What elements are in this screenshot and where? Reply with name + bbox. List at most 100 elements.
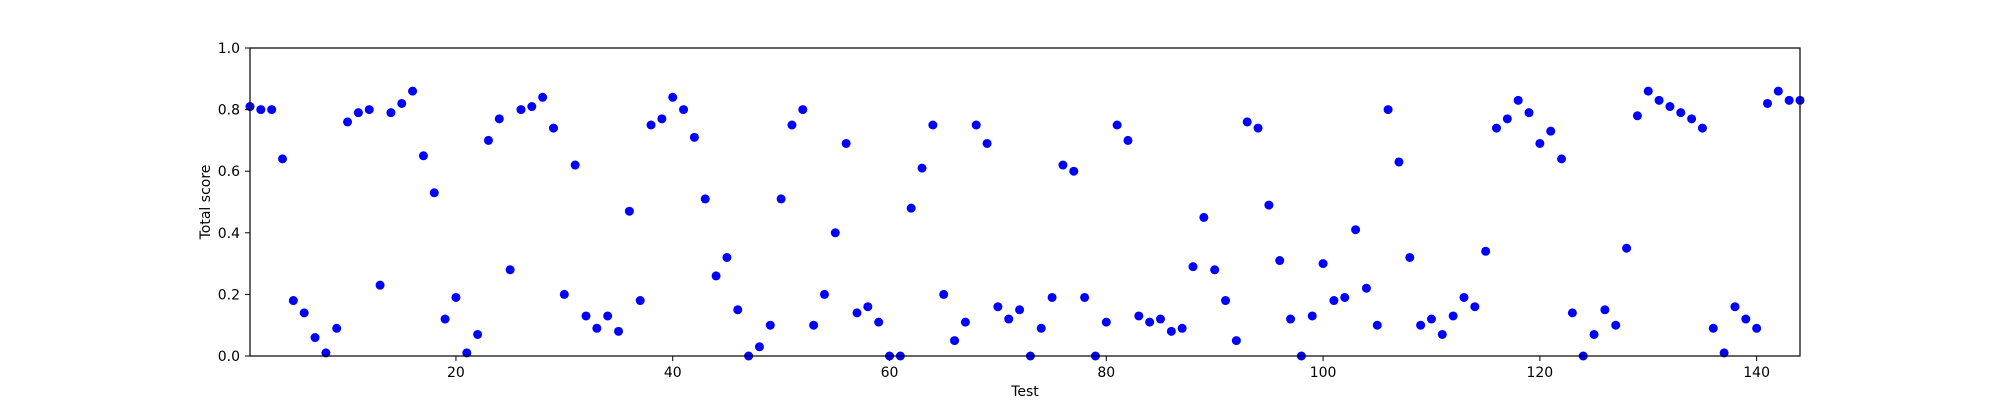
data-point — [1567, 308, 1577, 318]
data-point — [971, 120, 981, 130]
data-point — [1372, 320, 1382, 330]
y-tick-label: 0.2 — [218, 287, 240, 303]
data-point — [700, 194, 710, 204]
y-tick-label: 0.6 — [218, 164, 240, 180]
data-point — [418, 151, 428, 161]
data-point — [787, 120, 797, 130]
data-point — [559, 289, 569, 299]
x-tick-label: 20 — [447, 365, 465, 381]
data-point — [364, 105, 374, 115]
data-point — [353, 108, 363, 118]
data-point — [624, 206, 634, 216]
data-point — [278, 154, 288, 164]
data-point — [1524, 108, 1534, 118]
data-point — [592, 323, 602, 333]
data-point — [1069, 166, 1079, 176]
data-point — [1383, 105, 1393, 115]
data-point — [386, 108, 396, 118]
data-point — [527, 102, 537, 112]
data-point — [1622, 243, 1632, 253]
y-axis-label: Total score — [198, 165, 214, 241]
data-point — [646, 120, 656, 130]
data-point — [408, 86, 418, 96]
data-point — [863, 302, 873, 312]
data-point — [819, 289, 829, 299]
data-point — [1741, 314, 1751, 324]
data-point — [1275, 256, 1285, 266]
data-point — [1676, 108, 1686, 118]
data-point — [483, 135, 493, 145]
plot-area-frame — [249, 47, 1801, 357]
data-point — [1318, 259, 1328, 269]
data-point — [1166, 326, 1176, 336]
data-point — [1123, 135, 1133, 145]
data-point — [689, 132, 699, 142]
y-tick-label: 0.8 — [218, 103, 240, 119]
data-point — [668, 92, 678, 102]
x-tick-label: 40 — [664, 365, 682, 381]
data-point — [1145, 317, 1155, 327]
data-point — [1719, 348, 1729, 358]
data-point — [635, 296, 645, 306]
data-point — [1708, 323, 1718, 333]
data-point — [1643, 86, 1653, 96]
data-point — [841, 138, 851, 148]
data-point — [1784, 95, 1794, 105]
data-point — [1546, 126, 1556, 136]
x-tick-label: 140 — [1743, 365, 1770, 381]
data-point — [1253, 123, 1263, 133]
data-point — [1502, 114, 1512, 124]
data-point — [1459, 292, 1469, 302]
data-point — [852, 308, 862, 318]
data-point — [950, 336, 960, 346]
data-point — [993, 302, 1003, 312]
data-point — [1448, 311, 1458, 321]
data-point — [1361, 283, 1371, 293]
data-point — [429, 188, 439, 198]
data-point — [1134, 311, 1144, 321]
y-tick-label: 0.4 — [218, 226, 240, 242]
x-tick-label: 80 — [1097, 365, 1115, 381]
data-point — [711, 271, 721, 281]
data-point — [939, 289, 949, 299]
data-point — [581, 311, 591, 321]
data-point — [548, 123, 558, 133]
data-point — [1036, 323, 1046, 333]
data-point — [1199, 212, 1209, 222]
data-point — [1470, 302, 1480, 312]
data-point — [1654, 95, 1664, 105]
x-axis-label: Test — [1010, 384, 1039, 400]
data-point — [809, 320, 819, 330]
data-point — [982, 138, 992, 148]
data-point — [375, 280, 385, 290]
data-point — [299, 308, 309, 318]
data-point — [1155, 314, 1165, 324]
data-point — [1600, 305, 1610, 315]
data-point — [1286, 314, 1296, 324]
data-point — [1437, 329, 1447, 339]
data-point — [1058, 160, 1068, 170]
data-point — [798, 105, 808, 115]
data-point — [722, 252, 732, 262]
data-point — [1513, 95, 1523, 105]
data-point — [603, 311, 613, 321]
data-point — [1307, 311, 1317, 321]
data-point — [1611, 320, 1621, 330]
data-point — [1394, 157, 1404, 167]
data-point — [1416, 320, 1426, 330]
data-point — [332, 323, 342, 333]
data-point — [1242, 117, 1252, 127]
data-point — [917, 163, 927, 173]
data-point — [538, 92, 548, 102]
data-point — [451, 292, 461, 302]
data-point — [733, 305, 743, 315]
data-point — [310, 333, 320, 343]
data-point — [570, 160, 580, 170]
data-point — [1015, 305, 1025, 315]
data-point — [874, 317, 884, 327]
data-point — [960, 317, 970, 327]
data-point — [440, 314, 450, 324]
data-point — [1773, 86, 1783, 96]
